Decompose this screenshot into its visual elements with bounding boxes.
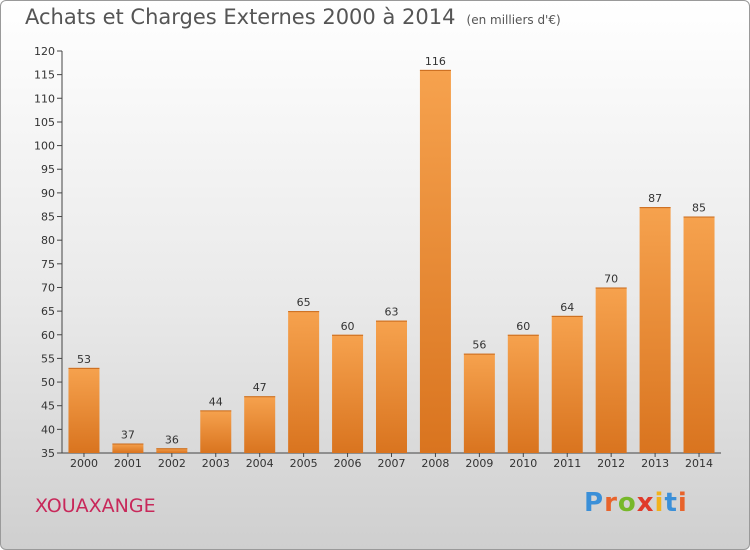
y-tick-label: 110 bbox=[34, 92, 55, 105]
y-tick-label: 100 bbox=[34, 140, 55, 153]
bar bbox=[156, 448, 188, 453]
x-tick-label: 2007 bbox=[378, 457, 406, 470]
x-tick-label: 2008 bbox=[421, 457, 449, 470]
y-tick-label: 95 bbox=[41, 163, 55, 176]
y-tick-label: 90 bbox=[41, 187, 55, 200]
bar bbox=[288, 311, 320, 453]
y-tick-label: 120 bbox=[34, 45, 55, 58]
bar bbox=[551, 315, 583, 453]
bar-value-label: 37 bbox=[121, 429, 135, 442]
x-tick-label: 2004 bbox=[246, 457, 274, 470]
x-tick-label: 2001 bbox=[114, 457, 142, 470]
x-tick-label: 2000 bbox=[70, 457, 98, 470]
x-tick-label: 2010 bbox=[509, 457, 537, 470]
y-tick-label: 70 bbox=[41, 281, 55, 294]
y-tick-label: 65 bbox=[41, 305, 55, 318]
bar bbox=[112, 443, 144, 453]
bar bbox=[639, 207, 671, 453]
y-tick-label: 115 bbox=[34, 69, 55, 82]
y-tick-label: 80 bbox=[41, 234, 55, 247]
bar-value-label: 53 bbox=[77, 353, 91, 366]
x-tick-label: 2012 bbox=[597, 457, 625, 470]
bar bbox=[463, 353, 495, 453]
chart-subtitle: (en milliers d'€) bbox=[466, 13, 561, 27]
proxiti-logo: Proxiti bbox=[584, 488, 688, 518]
town-name: XOUAXANGE bbox=[35, 495, 156, 517]
y-tick-label: 75 bbox=[41, 258, 55, 271]
bar bbox=[683, 216, 715, 453]
x-tick-label: 2005 bbox=[290, 457, 318, 470]
bar-value-label: 60 bbox=[516, 320, 530, 333]
bar bbox=[200, 410, 232, 453]
x-tick-label: 2003 bbox=[202, 457, 230, 470]
x-tick-label: 2006 bbox=[334, 457, 362, 470]
y-tick-label: 40 bbox=[41, 423, 55, 436]
bar bbox=[419, 69, 451, 453]
bar-value-label: 63 bbox=[385, 306, 399, 319]
x-tick-label: 2009 bbox=[465, 457, 493, 470]
bar bbox=[244, 396, 276, 453]
bar-value-label: 85 bbox=[692, 202, 706, 215]
x-tick-label: 2014 bbox=[685, 457, 713, 470]
bar-value-label: 56 bbox=[472, 339, 486, 352]
bar bbox=[68, 367, 100, 453]
bar-value-label: 60 bbox=[341, 320, 355, 333]
y-tick-label: 55 bbox=[41, 352, 55, 365]
y-tick-label: 60 bbox=[41, 329, 55, 342]
x-tick-label: 2011 bbox=[553, 457, 581, 470]
bar bbox=[376, 320, 407, 453]
y-tick-label: 35 bbox=[41, 447, 55, 460]
bar-value-label: 87 bbox=[648, 192, 662, 205]
bar bbox=[332, 334, 364, 453]
bar bbox=[507, 334, 539, 453]
chart-title-main: Achats et Charges Externes 2000 à 2014 bbox=[25, 5, 456, 29]
y-tick-label: 45 bbox=[41, 400, 55, 413]
bar bbox=[595, 287, 627, 453]
bar-value-label: 70 bbox=[604, 272, 618, 285]
bar-value-label: 64 bbox=[560, 301, 574, 314]
x-tick-label: 2013 bbox=[641, 457, 669, 470]
y-tick-label: 50 bbox=[41, 376, 55, 389]
bar-value-label: 36 bbox=[165, 433, 179, 446]
bar-value-label: 44 bbox=[209, 395, 223, 408]
x-tick-label: 2002 bbox=[158, 457, 186, 470]
bar-value-label: 47 bbox=[253, 381, 267, 394]
bar-value-label: 116 bbox=[425, 55, 446, 68]
y-tick-label: 85 bbox=[41, 211, 55, 224]
chart-title: Achats et Charges Externes 2000 à 2014 (… bbox=[25, 5, 561, 29]
y-tick-label: 105 bbox=[34, 116, 55, 129]
bar-value-label: 65 bbox=[297, 296, 311, 309]
